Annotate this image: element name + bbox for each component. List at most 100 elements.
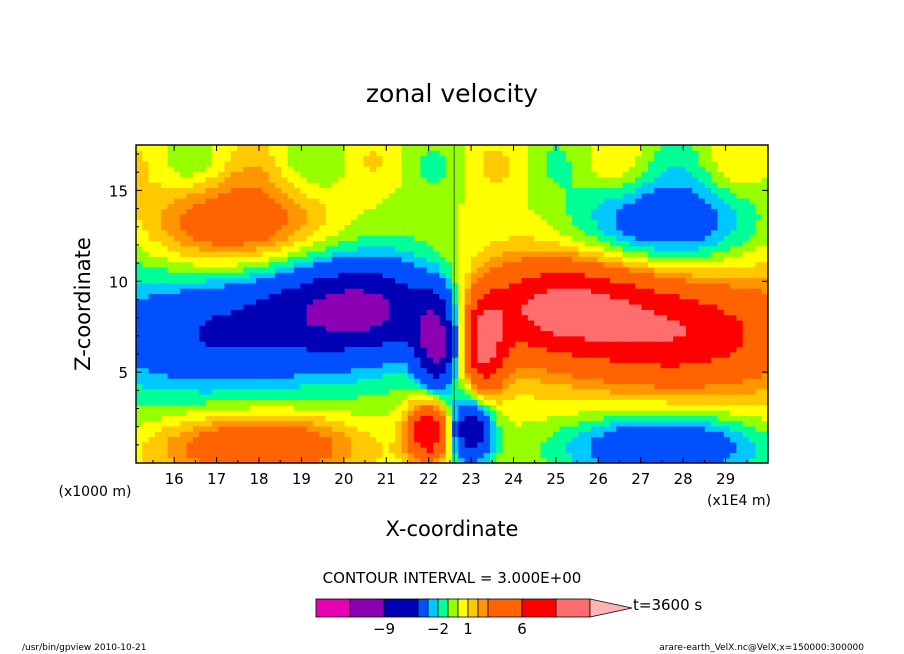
field-cell	[407, 266, 415, 273]
field-cell	[591, 404, 598, 411]
field-cell	[546, 176, 554, 183]
field-cell	[426, 266, 434, 273]
field-cell	[489, 351, 497, 358]
field-cell	[331, 394, 339, 400]
field-cell	[414, 325, 421, 332]
field-cell	[553, 155, 561, 162]
field-cell	[180, 145, 188, 151]
field-cell	[243, 367, 251, 374]
field-cell	[287, 224, 295, 231]
field-cell	[237, 176, 245, 183]
field-cell	[287, 256, 295, 263]
field-cell	[395, 330, 403, 337]
field-cell	[256, 319, 263, 326]
field-cell	[369, 203, 377, 210]
field-cell	[591, 219, 598, 226]
field-cell	[192, 341, 200, 347]
field-cell	[243, 219, 251, 226]
field-cell	[414, 176, 421, 183]
field-cell	[439, 208, 447, 215]
field-cell	[376, 388, 384, 395]
field-cell	[249, 272, 257, 279]
field-cell	[154, 293, 162, 300]
field-cell	[186, 457, 194, 463]
field-cell	[483, 441, 491, 448]
field-cell	[350, 261, 358, 268]
field-cell	[464, 272, 472, 279]
field-cell	[439, 457, 447, 463]
field-cell	[628, 266, 636, 273]
field-cell	[376, 171, 384, 178]
field-cell	[192, 240, 200, 247]
field-cell	[616, 388, 624, 395]
field-cell	[382, 367, 390, 374]
field-cell	[300, 277, 308, 284]
field-cell	[496, 436, 504, 443]
field-cell	[603, 404, 611, 411]
field-cell	[275, 145, 282, 151]
field-cell	[553, 272, 561, 279]
field-cell	[192, 150, 200, 157]
field-cell	[249, 150, 257, 157]
field-cell	[268, 229, 276, 236]
field-cell	[584, 282, 592, 289]
field-cell	[439, 425, 447, 432]
field-cell	[388, 388, 396, 395]
field-cell	[224, 145, 232, 151]
field-cell	[211, 457, 219, 463]
field-cell	[414, 436, 421, 443]
field-cell	[363, 251, 371, 257]
field-cell	[401, 420, 409, 427]
field-cell	[502, 319, 510, 326]
field-cell	[647, 224, 655, 231]
field-cell	[515, 431, 523, 438]
field-cell	[407, 277, 415, 284]
field-cell	[496, 235, 504, 241]
field-cell	[559, 309, 567, 316]
field-cell	[641, 155, 649, 162]
field-cell	[489, 309, 497, 316]
field-cell	[572, 266, 579, 273]
field-cell	[325, 245, 333, 252]
field-cell	[616, 357, 624, 363]
field-cell	[452, 187, 459, 194]
field-cell	[515, 277, 523, 284]
field-cell	[616, 245, 624, 252]
field-cell	[325, 304, 333, 310]
field-cell	[369, 351, 377, 358]
field-cell	[439, 351, 447, 358]
field-cell	[205, 224, 213, 231]
field-cell	[534, 436, 542, 443]
field-cell	[496, 441, 504, 448]
field-cell	[262, 229, 270, 236]
field-cell	[559, 251, 567, 257]
field-cell	[230, 235, 238, 241]
field-cell	[439, 176, 447, 183]
field-cell	[287, 240, 295, 247]
field-cell	[388, 447, 396, 453]
field-cell	[338, 224, 346, 231]
field-cell	[641, 399, 649, 406]
field-cell	[540, 362, 548, 369]
field-cell	[338, 277, 346, 284]
field-cell	[578, 394, 586, 400]
field-cell	[420, 335, 428, 342]
field-cell	[180, 229, 188, 236]
field-cell	[426, 341, 434, 347]
field-cell	[578, 319, 586, 326]
field-cell	[470, 330, 478, 337]
field-cell	[610, 357, 617, 363]
field-cell	[275, 150, 282, 157]
field-cell	[527, 309, 535, 316]
field-cell	[331, 304, 339, 310]
field-cell	[515, 282, 523, 289]
field-cell	[477, 224, 485, 231]
field-cell	[186, 399, 194, 406]
field-cell	[610, 235, 617, 241]
field-cell	[584, 256, 592, 263]
field-cell	[344, 420, 352, 427]
field-cell	[622, 447, 630, 453]
field-cell	[502, 288, 510, 294]
field-cell	[508, 319, 516, 326]
field-cell	[167, 436, 175, 443]
